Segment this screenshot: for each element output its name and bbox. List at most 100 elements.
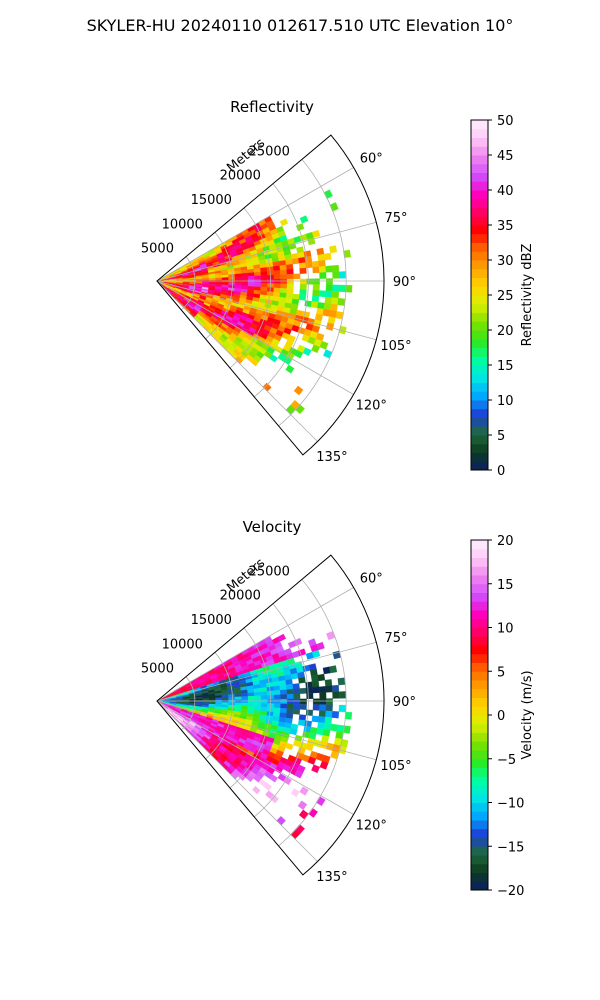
radar-gate [299,278,307,285]
range-ring [278,159,347,427]
radar-gate [195,278,203,281]
radar-gate [276,815,286,826]
colorbar-swatch [471,172,488,182]
azimuth-spoke [156,280,377,341]
radar-gate [298,294,307,301]
azimuth-spoke [156,167,354,282]
radar-gate [344,711,353,720]
radar-gate [343,249,351,258]
radar-gate [247,282,255,287]
radar-gate [293,385,304,396]
radar-gate [291,258,300,265]
radar-gate [299,703,307,710]
radar-gate [241,696,249,700]
azimuth-tick-label: 120° [356,819,387,834]
colorbar: −20 −15 −10 −5 0 5 10 15 20 Velocity (m/s) [470,534,535,899]
radar-gate [310,669,318,677]
azimuth-spoke [156,700,318,862]
radar-gate [325,290,333,298]
radar-gate [336,724,345,733]
radar-gate [323,252,332,261]
radar-gate [279,684,287,691]
range-tick-label: 5000 [141,662,174,677]
radar-gate [285,683,294,690]
radar-gate [299,698,307,705]
colorbar-swatch [471,855,488,865]
radar-gate [285,742,294,751]
radar-gate [279,218,289,227]
radar-gate [241,282,249,287]
radar-gate [252,785,261,795]
radar-gate [311,295,320,303]
radar-gate [280,269,288,275]
radar-gate [279,288,288,294]
radar-gate [317,253,326,262]
radar-gate [312,284,320,291]
colorbar-swatch [471,391,488,401]
colorbar-swatch [471,557,488,567]
sector-frame [156,554,385,876]
colorbar-label: Reflectivity dBZ [520,244,535,347]
azimuth-tick-label: 60° [360,151,383,166]
colorbar-swatch [471,452,488,462]
range-ring [278,579,347,847]
radar-gate [215,277,223,281]
radar-gate [317,673,326,682]
radar-gate [312,686,320,694]
colorbar-swatch [471,137,488,147]
radar-gate [286,268,294,275]
colorbar-swatch [471,330,488,340]
radar-gate [305,687,314,694]
radar-gate [302,347,312,357]
radar-gate [228,696,236,701]
colorbar-swatch [471,601,488,611]
radar-gate [306,692,314,699]
colorbar-tick-label: 0 [497,709,505,724]
colorbar-swatch [471,373,488,383]
radar-gate [254,271,262,277]
radar-gate [269,774,278,783]
colorbar-swatch [471,793,488,803]
radar-gate [247,272,255,277]
colorbar-swatch [471,216,488,226]
radar-gate [292,683,300,690]
radar-gate [202,698,210,701]
radar-gate [325,265,333,273]
radar-gate [338,271,346,279]
radar-gate [324,679,333,687]
radar-gate [221,697,229,701]
radar-gate [322,666,331,675]
colorbar-swatch [471,741,488,751]
radar-gate [221,694,229,698]
colorbar-swatch [471,618,488,628]
radar-gate [316,641,325,651]
radar-gate [254,282,262,288]
radar-gate [260,267,268,273]
reflectivity-panel: Reflectivity 5000 10000 15000 20000 25000 60° 7… [141,98,535,479]
colorbar-tick-label: −5 [497,753,516,768]
radar-gate [285,364,295,374]
radar-gate [298,262,307,269]
colorbar-swatch [471,286,488,296]
radar-gate [318,259,326,267]
radar-gate [312,704,320,711]
range-tick-label: 15000 [191,613,232,628]
radar-gate [330,723,338,732]
colorbar-swatch [471,190,488,200]
radar-gate [247,692,255,697]
colorbar-swatch [471,295,488,305]
colorbar-tick-label: 20 [497,534,514,549]
radar-gate [254,702,262,708]
radar-gate [312,266,320,274]
azimuth-tick-label: 105° [380,339,411,354]
azimuth-spoke [156,280,318,442]
colorbar-swatch [471,820,488,830]
radar-gate [286,688,294,695]
radar-gate [297,800,308,811]
colorbar-swatch [471,732,488,742]
colorbar-swatch [471,881,488,891]
radar-gate [260,691,268,696]
radar-gate [273,270,281,276]
colorbar-tick-label: 40 [497,184,514,199]
colorbar-tick-label: 10 [497,394,514,409]
